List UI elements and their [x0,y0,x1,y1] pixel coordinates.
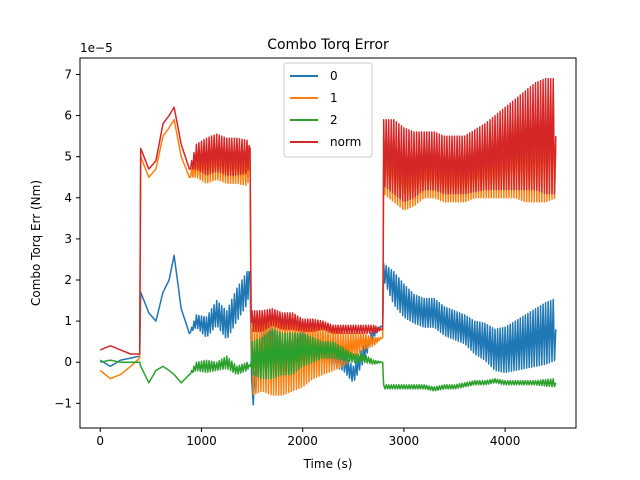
y-axis-label: Combo Torq Err (Nm) [29,180,43,306]
y-tick-label: 5 [64,150,72,164]
x-tick-label: 1000 [186,434,217,448]
x-tick-label: 0 [96,434,104,448]
legend-label: 0 [330,69,338,83]
legend-label: 2 [330,113,338,127]
plot-frame [79,57,577,429]
legend: 0 1 2 norm [283,62,373,158]
chart-title: Combo Torq Error [267,37,389,53]
x-axis-label: Time (s) [303,457,353,471]
legend-label: 1 [330,91,338,105]
series-line-2 [100,328,557,392]
y-tick-label: 2 [64,273,72,287]
x-tick-label: 3000 [389,434,420,448]
series-line-norm [99,77,557,355]
y-axis: −1 0 1 2 3 4 5 6 7 [54,67,80,410]
y-tick-label: 6 [64,109,72,123]
y-tick-label: −1 [54,396,72,410]
legend-box [283,62,373,158]
y-tick-label: 3 [64,232,72,246]
y-scale-offset: 1e−5 [80,41,113,55]
series-layer [99,77,557,406]
y-tick-label: 1 [64,314,72,328]
legend-label: norm [330,135,361,149]
y-tick-label: 7 [64,67,72,81]
x-axis: 0 1000 2000 3000 4000 [96,428,520,448]
x-tick-label: 4000 [490,434,521,448]
y-tick-label: 4 [64,191,72,205]
x-tick-label: 2000 [287,434,318,448]
y-tick-label: 0 [64,355,72,369]
